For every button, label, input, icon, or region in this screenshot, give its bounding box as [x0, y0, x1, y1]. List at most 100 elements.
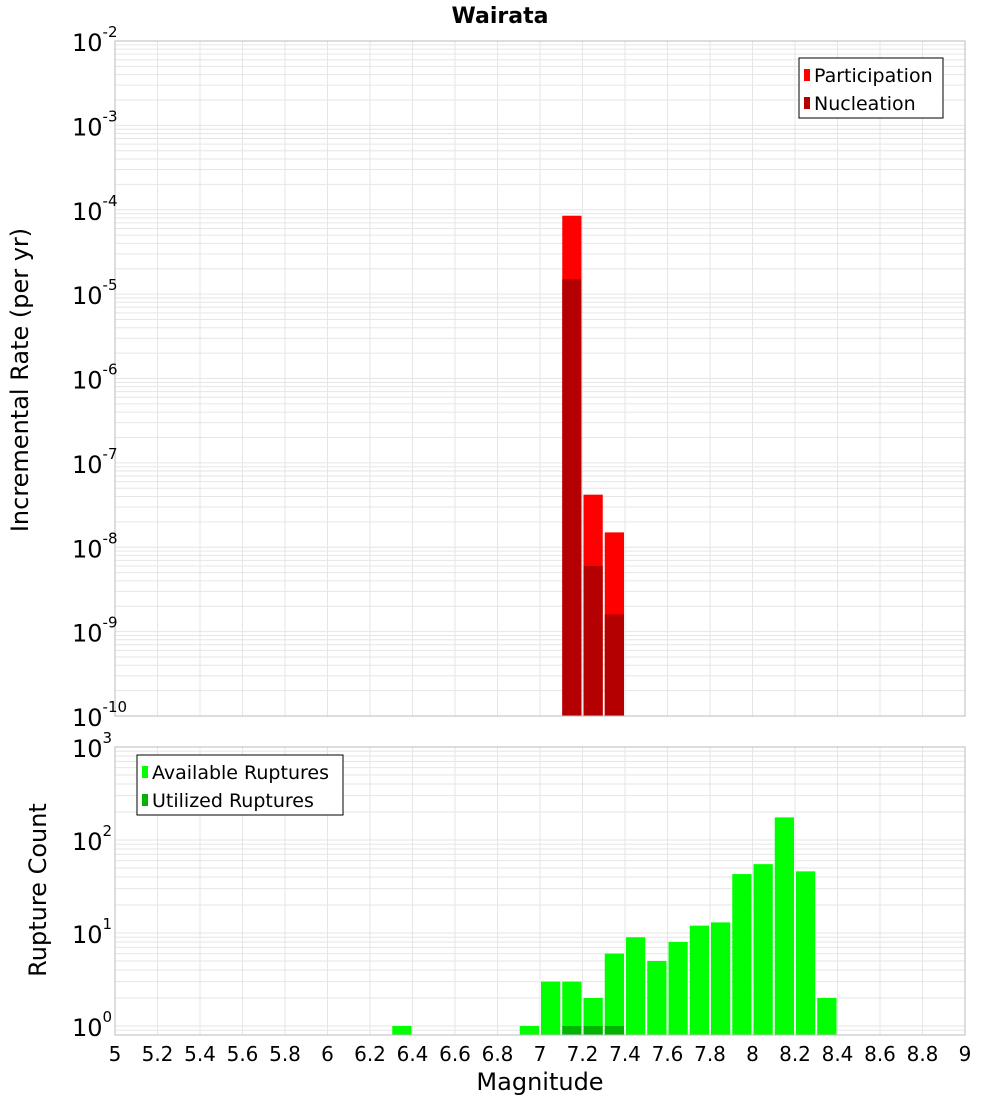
- y-tick-base: 10: [72, 367, 103, 395]
- bar-secondary: [562, 279, 582, 716]
- chart-title: Wairata: [452, 4, 549, 29]
- x-tick-label: 7: [534, 1042, 547, 1066]
- y-tick-label: 10-6: [72, 361, 118, 395]
- legend-swatch: [142, 766, 148, 778]
- y-tick-base: 10: [72, 828, 103, 856]
- x-tick-label: 8.2: [779, 1042, 811, 1066]
- bar-primary: [562, 981, 582, 1035]
- x-tick-label: 5.4: [184, 1042, 216, 1066]
- legend-swatch: [142, 794, 148, 806]
- y-tick-label: 10-4: [72, 192, 118, 226]
- y-tick-base: 10: [72, 198, 103, 226]
- x-tick-label: 7.2: [567, 1042, 599, 1066]
- y-tick-exponent: 0: [103, 1008, 113, 1026]
- y-tick-base: 10: [72, 29, 103, 57]
- y-tick-label: 10-10: [72, 698, 127, 732]
- y-tick-label: 102: [72, 822, 112, 856]
- y-tick-label: 10-5: [72, 276, 118, 310]
- bars: [562, 215, 624, 717]
- top-panel: 10-1010-910-810-710-610-510-410-310-2Par…: [72, 23, 966, 732]
- x-tick-label: 5.8: [269, 1042, 301, 1066]
- x-tick-label: 5.2: [142, 1042, 174, 1066]
- bars: [392, 817, 837, 1035]
- legend: Participation Nucleation: [798, 57, 944, 119]
- y-tick-exponent: 1: [103, 915, 113, 933]
- bar-primary: [711, 922, 731, 1035]
- x-tick-label: 7.8: [694, 1042, 726, 1066]
- y-tick-label: 10-2: [72, 23, 118, 57]
- y-tick-label: 10-9: [72, 614, 118, 648]
- x-tick-label: 6.8: [482, 1042, 514, 1066]
- x-tick-label: 6.6: [439, 1042, 471, 1066]
- bar-primary: [732, 874, 752, 1035]
- bottom-y-axis-label: Rupture Count: [24, 803, 52, 977]
- y-tick-base: 10: [72, 735, 103, 763]
- legend-label: Nucleation: [814, 93, 916, 115]
- y-tick-exponent: -3: [103, 107, 118, 125]
- bar-primary: [519, 1025, 539, 1035]
- x-tick-label: 5.6: [227, 1042, 259, 1066]
- y-tick-base: 10: [72, 535, 103, 563]
- y-tick-exponent: -6: [103, 361, 118, 379]
- y-tick-label: 103: [72, 729, 112, 763]
- legend-label: Available Ruptures: [152, 762, 329, 784]
- y-tick-label: 10-3: [72, 107, 118, 141]
- y-tick-exponent: 3: [103, 729, 113, 747]
- y-tick-exponent: -4: [103, 192, 118, 210]
- bar-primary: [689, 925, 709, 1035]
- y-tick-base: 10: [72, 282, 103, 310]
- x-tick-label: 5: [109, 1042, 122, 1066]
- y-tick-exponent: 2: [103, 822, 113, 840]
- legend-box: [136, 754, 344, 816]
- bar-primary: [774, 817, 794, 1035]
- bar-secondary: [562, 1025, 582, 1035]
- bar-primary: [668, 942, 688, 1035]
- y-tick-base: 10: [72, 921, 103, 949]
- legend-box: [798, 57, 944, 119]
- bar-secondary: [583, 1025, 603, 1035]
- bar-primary: [583, 997, 603, 1035]
- x-tick-label: 8.4: [822, 1042, 854, 1066]
- bar-primary: [626, 937, 646, 1035]
- legend-label: Utilized Ruptures: [152, 790, 314, 812]
- y-tick-exponent: -9: [103, 614, 118, 632]
- bar-primary: [817, 997, 837, 1035]
- y-tick-exponent: -2: [103, 23, 118, 41]
- x-tick-label: 7.6: [652, 1042, 684, 1066]
- x-tick-label: 6.4: [397, 1042, 429, 1066]
- bar-secondary: [604, 614, 624, 716]
- legend-label: Participation: [814, 65, 933, 87]
- x-tick-label: 8: [746, 1042, 759, 1066]
- x-tick-label: 8.6: [864, 1042, 896, 1066]
- bar-primary: [604, 953, 624, 1035]
- legend-swatch: [804, 69, 810, 81]
- y-tick-base: 10: [72, 113, 103, 141]
- legend: Available Ruptures Utilized Ruptures: [136, 754, 344, 816]
- bar-primary: [541, 981, 561, 1035]
- bar-primary: [647, 960, 667, 1035]
- y-tick-label: 10-7: [72, 445, 118, 479]
- x-tick-label: 6: [321, 1042, 334, 1066]
- x-tick-label: 7.4: [609, 1042, 641, 1066]
- x-axis-label: Magnitude: [476, 1068, 603, 1096]
- y-tick-exponent: -10: [103, 698, 128, 716]
- bar-secondary: [583, 565, 603, 716]
- plot-frame: [114, 40, 966, 717]
- y-tick-base: 10: [72, 451, 103, 479]
- bar-primary: [753, 864, 773, 1035]
- y-tick-label: 100: [72, 1008, 112, 1042]
- x-tick-label: 6.2: [354, 1042, 386, 1066]
- bar-secondary: [604, 1025, 624, 1035]
- y-tick-exponent: -5: [103, 276, 118, 294]
- y-tick-exponent: -8: [103, 529, 118, 547]
- x-tick-label: 9: [959, 1042, 972, 1066]
- legend-swatch: [804, 97, 810, 109]
- y-tick-base: 10: [72, 620, 103, 648]
- bar-primary: [796, 871, 816, 1035]
- y-tick-label: 10-8: [72, 529, 118, 563]
- y-tick-label: 101: [72, 915, 112, 949]
- plot-frame: [114, 746, 966, 1036]
